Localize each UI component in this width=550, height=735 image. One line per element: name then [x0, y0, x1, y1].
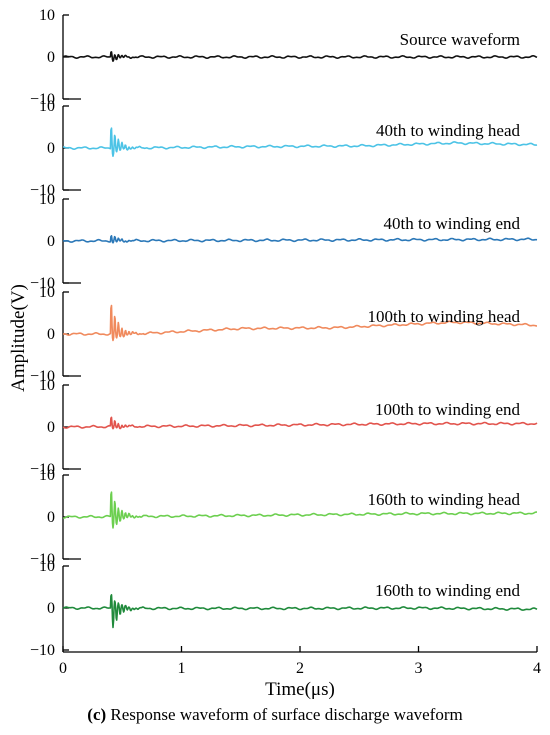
y-tick-label: 0 — [47, 600, 55, 617]
series-label-1: Source waveform — [400, 30, 520, 49]
panel-axis-6: 10 0 −10 — [30, 467, 81, 568]
y-tick-label: 10 — [39, 284, 55, 301]
series-label-5: 100th to winding end — [375, 400, 520, 419]
series-line-1 — [62, 51, 538, 62]
y-axis-title: Amplitude(V) — [8, 284, 29, 392]
series-line-3 — [62, 235, 538, 244]
y-tick-label: 10 — [39, 558, 55, 575]
panel-axis-1: 10 0 −10 — [30, 7, 81, 108]
y-tick-label: 0 — [47, 326, 55, 343]
y-tick-label: −10 — [30, 642, 55, 659]
y-tick-label: 10 — [39, 98, 55, 115]
caption-text: Response waveform of surface discharge w… — [110, 705, 463, 724]
figure-caption: (c) Response waveform of surface dischar… — [0, 705, 550, 725]
series-label-3: 40th to winding end — [384, 214, 521, 233]
y-tick-label: −10 — [30, 551, 55, 568]
series-line-7 — [62, 594, 538, 629]
panel-axis-3: 10 0 −10 — [30, 191, 81, 292]
label-layer: Source waveform 40th to winding head 40th … — [367, 30, 520, 600]
x-tick-label: 3 — [415, 660, 423, 677]
y-tick-label: 10 — [39, 467, 55, 484]
panel-axis-2: 10 0 −10 — [30, 98, 81, 199]
series-line-2 — [62, 127, 538, 157]
y-tick-label: 0 — [47, 419, 55, 436]
series-line-6 — [62, 491, 538, 529]
caption-letter: (c) — [87, 705, 107, 724]
y-tick-label: −10 — [30, 275, 55, 292]
series-line-4 — [62, 304, 538, 342]
y-tick-label: −10 — [30, 182, 55, 199]
y-tick-label: 0 — [47, 140, 55, 157]
y-tick-label: 0 — [47, 233, 55, 250]
y-tick-label: −10 — [30, 91, 55, 108]
y-tick-label: 0 — [47, 49, 55, 66]
y-tick-label: 10 — [39, 7, 55, 24]
y-tick-label: −10 — [30, 461, 55, 478]
series-label-7: 160th to winding end — [375, 581, 520, 600]
x-axis: 0 1 2 3 4 — [59, 646, 541, 677]
x-tick-label: 0 — [59, 660, 67, 677]
y-tick-label: −10 — [30, 368, 55, 385]
panel-axis-7: 10 0 −10 — [30, 558, 69, 659]
panel-axis-4: 10 0 −10 — [30, 284, 81, 385]
y-tick-label: 10 — [39, 377, 55, 394]
x-tick-label: 4 — [533, 660, 541, 677]
x-axis-title: Time(μs) — [265, 679, 335, 700]
x-tick-label: 1 — [178, 660, 186, 677]
series-label-4: 100th to winding head — [367, 307, 520, 326]
y-tick-label: 10 — [39, 191, 55, 208]
axis-layer: 100−10100−10100−10100−10100−10100−10100−… — [30, 7, 541, 677]
series-line-5 — [62, 416, 538, 430]
series-label-6: 160th to winding head — [367, 490, 520, 509]
series-label-2: 40th to winding head — [376, 121, 521, 140]
panel-axis-5: 10 0 −10 — [30, 377, 81, 478]
x-tick-label: 2 — [296, 660, 304, 677]
series-layer — [62, 51, 538, 629]
y-tick-label: 0 — [47, 509, 55, 526]
